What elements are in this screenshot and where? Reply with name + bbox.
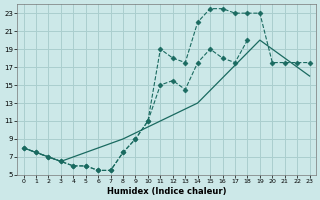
X-axis label: Humidex (Indice chaleur): Humidex (Indice chaleur): [107, 187, 226, 196]
